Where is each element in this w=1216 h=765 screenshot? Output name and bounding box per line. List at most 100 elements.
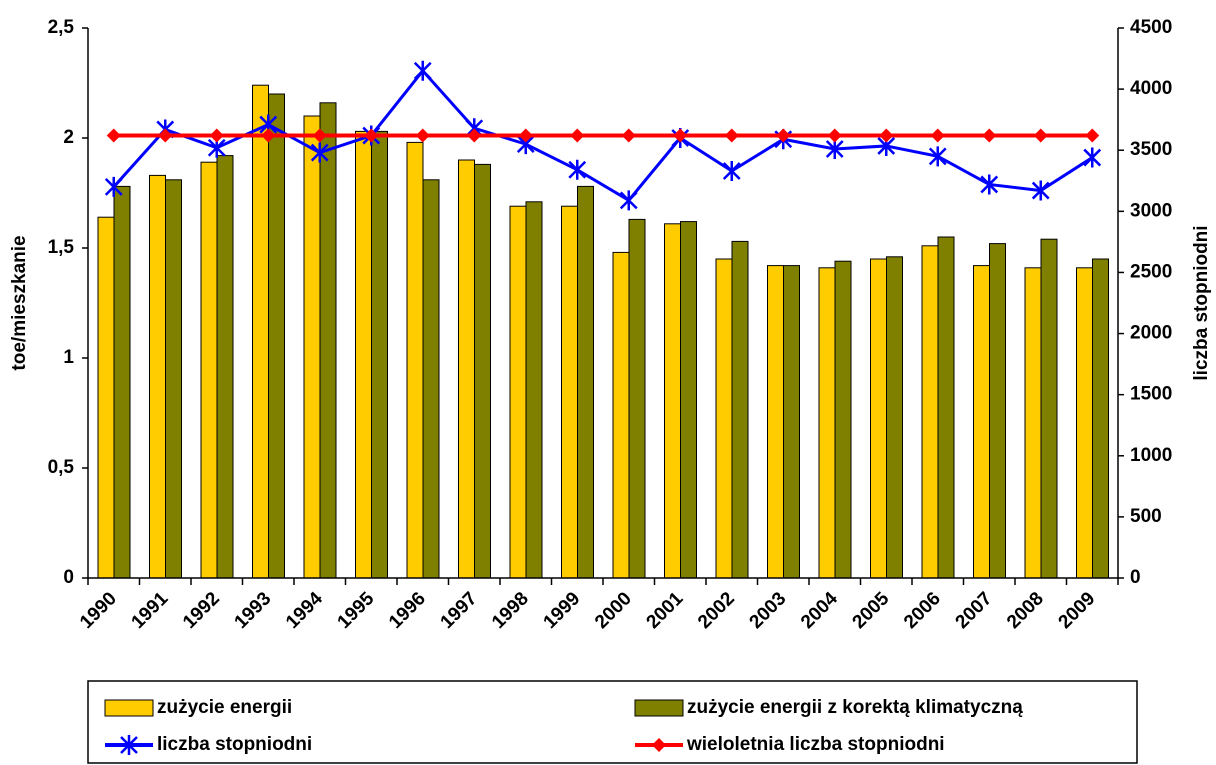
bar <box>1092 258 1109 579</box>
bar <box>715 258 733 579</box>
legend-item: zużycie energii <box>104 697 292 718</box>
y2-axis-title: liczba stopniodni <box>1191 225 1212 380</box>
bar <box>577 185 594 579</box>
bar <box>97 216 115 579</box>
legend-label: liczba stopniodni <box>157 734 312 755</box>
marker <box>106 128 121 143</box>
bar <box>406 141 424 579</box>
marker <box>158 128 173 143</box>
x-tick-label: 1990 <box>76 588 121 633</box>
bar <box>1024 267 1042 579</box>
marker <box>621 128 636 143</box>
x-tick-label: 1991 <box>128 588 173 633</box>
y-tick-label: 0 <box>63 567 74 588</box>
marker <box>652 738 666 752</box>
y-tick-label: 2 <box>63 127 74 148</box>
bar <box>474 163 491 579</box>
marker <box>413 60 432 81</box>
x-tick-label: 1993 <box>231 588 276 633</box>
x-tick-label: 2008 <box>1003 588 1048 633</box>
marker <box>1083 147 1102 168</box>
marker <box>724 128 739 143</box>
x-tick-label: 2000 <box>591 588 636 633</box>
legend-item: wieloletnia liczba stopniodni <box>635 734 945 755</box>
bar <box>422 179 440 579</box>
marker <box>722 161 741 181</box>
bar <box>268 93 285 579</box>
line <box>112 68 1094 203</box>
marker <box>982 128 997 143</box>
bar <box>113 185 131 579</box>
x-tick-label: 1997 <box>437 588 482 633</box>
bar <box>561 205 578 579</box>
bar <box>303 115 321 579</box>
marker <box>568 159 587 180</box>
legend-item: liczba stopniodni <box>105 734 312 755</box>
bar <box>973 265 990 579</box>
y2-tick-label: 0 <box>1130 567 1141 588</box>
marker <box>261 128 276 143</box>
x-tick-label: 2004 <box>797 588 842 633</box>
marker <box>310 142 329 163</box>
marker <box>776 128 791 143</box>
bar <box>200 161 218 579</box>
marker <box>1033 128 1048 143</box>
bar <box>371 130 388 579</box>
marker <box>120 735 138 755</box>
marker <box>364 128 379 143</box>
bar <box>509 205 527 579</box>
x-tick-label: 1995 <box>334 588 379 633</box>
bar <box>355 130 372 579</box>
y-tick-label: 1,5 <box>48 237 75 258</box>
marker <box>518 128 533 143</box>
bar <box>149 174 166 579</box>
bar <box>989 243 1006 579</box>
x-tick-label: 2007 <box>952 588 997 633</box>
marker <box>209 128 224 143</box>
marker <box>104 176 123 197</box>
marker <box>619 190 638 211</box>
marker <box>673 128 688 143</box>
marker <box>980 174 999 195</box>
x-tick-label: 2002 <box>694 588 739 633</box>
bar <box>1076 267 1093 579</box>
legend-swatch <box>104 699 154 717</box>
y-tick-label: 1 <box>63 347 74 368</box>
x-tick-label: 2005 <box>849 588 894 633</box>
marker <box>415 128 430 143</box>
bar <box>937 236 955 579</box>
x-tick-label: 1999 <box>540 588 585 633</box>
x-tick-label: 1998 <box>488 588 533 633</box>
marker <box>879 128 894 143</box>
bar <box>165 179 182 579</box>
y-tick-label: 2,5 <box>48 17 75 38</box>
bar <box>216 155 234 579</box>
bar <box>870 258 887 579</box>
y2-tick-label: 2000 <box>1130 323 1172 344</box>
x-tick-label: 1992 <box>179 588 224 633</box>
y-tick-label: 0,5 <box>48 457 75 478</box>
y2-tick-label: 3500 <box>1130 139 1172 160</box>
marker <box>1085 128 1100 143</box>
y2-tick-label: 500 <box>1130 506 1162 527</box>
bar <box>252 84 269 579</box>
marker <box>467 128 482 143</box>
legend-swatch <box>634 699 684 717</box>
bar <box>458 159 475 579</box>
bar <box>886 256 903 579</box>
bar <box>319 102 337 579</box>
bar <box>612 251 630 579</box>
marker <box>930 128 945 143</box>
marker <box>827 128 842 143</box>
marker <box>312 128 327 143</box>
x-tick-label: 1994 <box>282 588 327 633</box>
legend-box <box>87 680 1138 764</box>
marker <box>1031 180 1050 201</box>
bar <box>525 201 543 579</box>
y2-tick-label: 2500 <box>1130 261 1172 282</box>
y2-tick-label: 4500 <box>1130 17 1172 38</box>
x-tick-label: 2006 <box>900 588 945 633</box>
legend-item: zużycie energii z korektą klimatyczną <box>634 697 1023 718</box>
bar <box>680 221 697 579</box>
